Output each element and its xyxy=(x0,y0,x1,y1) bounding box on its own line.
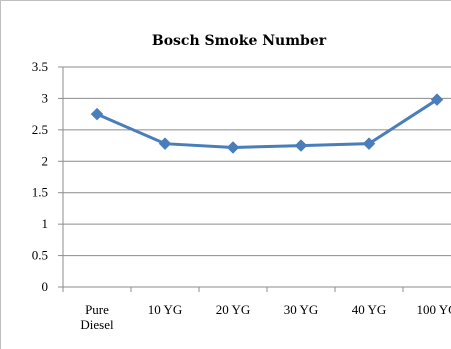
series-line xyxy=(95,98,439,149)
data-point-marker xyxy=(226,141,240,154)
y-axis-tick-labels: 0 0.5 1 1.5 2 2.5 3 3.5 xyxy=(32,59,48,294)
y-tick-label: 3.5 xyxy=(32,59,48,74)
series-markers xyxy=(90,93,444,154)
data-point-marker xyxy=(158,137,172,151)
x-tick-label: 10 YG xyxy=(148,302,183,317)
x-tick-label: 30 YG xyxy=(284,302,319,317)
y-tick-label: 1.5 xyxy=(32,185,48,200)
series-line-path xyxy=(95,98,439,149)
y-tick-label: 0 xyxy=(42,279,49,294)
x-tick-label: 100 YG xyxy=(416,302,451,317)
chart-title: Bosch Smoke Number xyxy=(152,33,327,49)
x-tick-label: 40 YG xyxy=(352,302,387,317)
data-point-marker xyxy=(430,93,444,107)
gridlines xyxy=(63,66,451,257)
y-tick-label: 2.5 xyxy=(32,122,48,137)
y-tick-label: 2 xyxy=(42,153,49,168)
y-tick-label: 1 xyxy=(42,216,49,231)
x-tick-label: Pure Diesel xyxy=(80,302,114,332)
data-point-marker xyxy=(294,139,308,152)
data-point-marker xyxy=(90,107,104,121)
x-tick-label: 20 YG xyxy=(216,302,251,317)
y-tick-label: 3 xyxy=(42,90,49,105)
y-tick-label: 0.5 xyxy=(32,248,48,263)
data-point-marker xyxy=(362,137,376,151)
axes xyxy=(58,66,451,292)
